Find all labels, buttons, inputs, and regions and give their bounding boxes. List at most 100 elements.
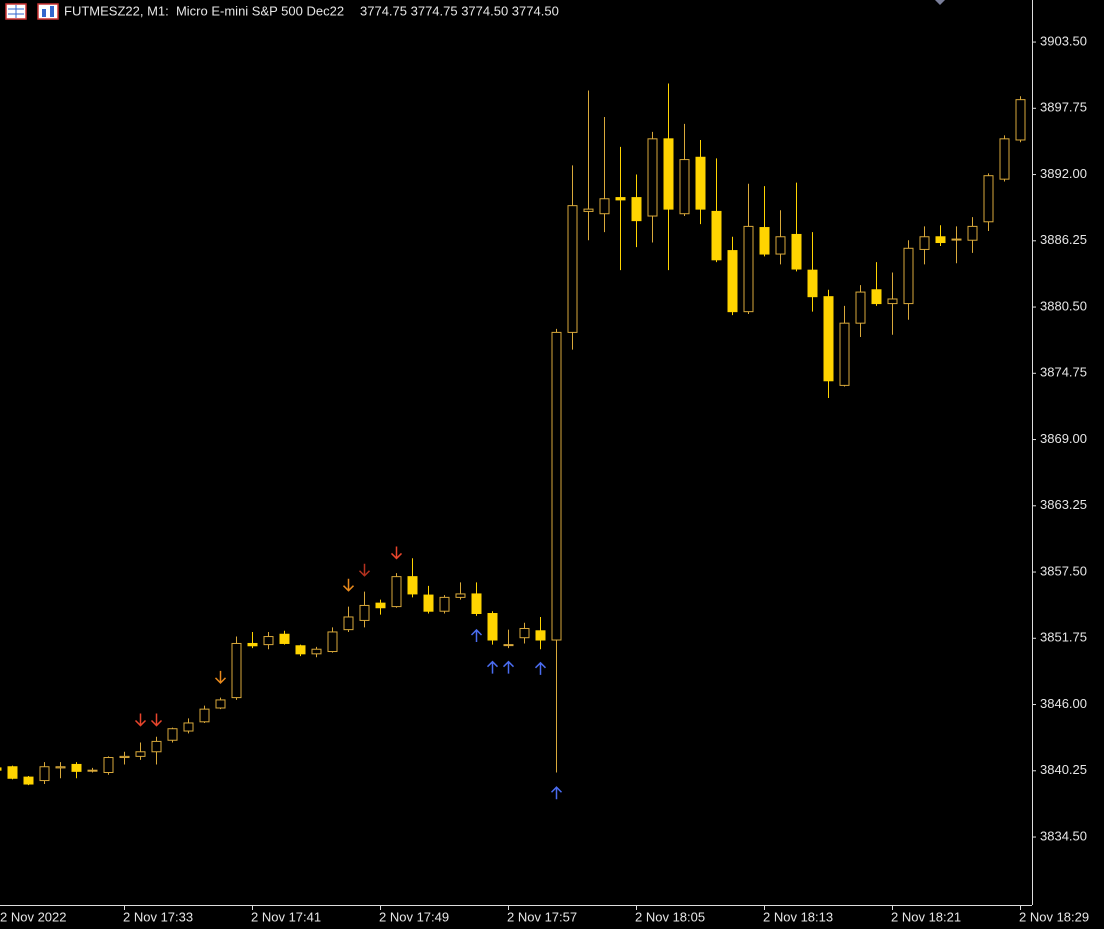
y-tick-label: 3886.25 — [1040, 232, 1087, 247]
candle-body — [615, 197, 626, 201]
candle-body — [519, 627, 530, 639]
candle-body — [983, 175, 994, 223]
candle-body — [823, 296, 834, 382]
signal-arrow — [502, 660, 515, 674]
x-tick-label: 2 Nov 18:13 — [763, 909, 833, 924]
candle-body — [0, 767, 2, 771]
candle-body — [663, 138, 674, 210]
candle-body — [471, 593, 482, 615]
candle-body — [343, 616, 354, 631]
signal-arrow — [134, 713, 147, 727]
candle-body — [599, 198, 610, 215]
candle-body — [583, 208, 594, 212]
candle-body — [391, 576, 402, 608]
candle-body — [311, 648, 322, 655]
y-tick-label: 3863.25 — [1040, 497, 1087, 512]
y-tick-label: 3874.75 — [1040, 365, 1087, 380]
arrow-shape — [214, 670, 227, 684]
y-tick-label: 3840.25 — [1040, 762, 1087, 777]
signal-arrow — [150, 713, 163, 727]
arrow-shape — [358, 563, 371, 577]
candle-body — [695, 156, 706, 210]
candle-body — [743, 225, 754, 313]
arrow-shape — [342, 578, 355, 592]
candle-body — [679, 159, 690, 215]
candle-body — [423, 594, 434, 612]
x-tick-label: 2 Nov 18:05 — [635, 909, 705, 924]
signal-arrow — [486, 660, 499, 674]
icon-bar — [42, 9, 46, 17]
candle-body — [87, 769, 98, 772]
candle-body — [263, 636, 274, 646]
candle-body — [535, 630, 546, 641]
candle-body — [135, 751, 146, 757]
candle-body — [871, 289, 882, 305]
y-tick-label: 3846.00 — [1040, 696, 1087, 711]
candle-body — [55, 766, 66, 769]
candle-body — [7, 766, 18, 779]
icon-chart — [37, 3, 59, 20]
header-icons — [5, 3, 59, 20]
arrow-shape — [390, 546, 403, 560]
x-tick-label: 2 Nov 2022 — [0, 909, 67, 924]
arrow-shape — [550, 786, 563, 800]
candle-body — [167, 728, 178, 741]
arrow-shape — [502, 660, 515, 674]
candle-body — [503, 644, 514, 647]
candle-body — [855, 291, 866, 324]
candle-body — [359, 604, 370, 621]
candle-body — [791, 233, 802, 270]
candle-body — [279, 633, 290, 644]
candle-body — [103, 757, 114, 774]
arrow-shape — [486, 660, 499, 674]
arrow-shape — [534, 661, 547, 675]
chart-title: FUTMESZ22, M1: Micro E-mini S&P 500 Dec2… — [64, 3, 344, 18]
candle-body — [327, 631, 338, 653]
ohlc-header: 3774.75 3774.75 3774.50 3774.50 — [360, 3, 559, 18]
y-tick-label: 3834.50 — [1040, 828, 1087, 843]
candle-body — [567, 205, 578, 333]
signal-arrow — [470, 628, 483, 642]
candle-body — [759, 227, 770, 255]
y-tick-label: 3869.00 — [1040, 431, 1087, 446]
x-tick-label: 2 Nov 18:21 — [891, 909, 961, 924]
candle-body — [711, 210, 722, 261]
candle-body — [919, 236, 930, 250]
y-tick-label: 3880.50 — [1040, 298, 1087, 313]
arrow-shape — [150, 713, 163, 727]
y-tick-label: 3857.50 — [1040, 563, 1087, 578]
candle-body — [1015, 99, 1026, 141]
candle-body — [183, 722, 194, 732]
arrow-shape — [134, 713, 147, 727]
candle-body — [631, 197, 642, 222]
candle-body — [23, 776, 34, 785]
candle-body — [951, 238, 962, 241]
signal-arrow — [342, 578, 355, 592]
candle-body — [999, 138, 1010, 180]
signal-arrow — [390, 546, 403, 560]
signal-arrow — [550, 786, 563, 800]
candle-body — [151, 740, 162, 753]
y-tick-label: 3897.75 — [1040, 100, 1087, 115]
x-tick-label: 2 Nov 17:57 — [507, 909, 577, 924]
candle-body — [487, 613, 498, 641]
x-tick-label: 2 Nov 18:29 — [1019, 909, 1089, 924]
candle-body — [375, 602, 386, 609]
candle-body — [215, 699, 226, 709]
candle-body — [71, 763, 82, 772]
y-tick-label: 3903.50 — [1040, 33, 1087, 48]
candle-body — [39, 766, 50, 782]
y-tick-label: 3892.00 — [1040, 166, 1087, 181]
candle-body — [119, 755, 130, 759]
candle-body — [407, 576, 418, 595]
x-tick-label: 2 Nov 17:49 — [379, 909, 449, 924]
icon-bar — [50, 6, 54, 17]
candle-body — [807, 269, 818, 298]
candle-body — [967, 225, 978, 241]
signal-arrow — [358, 563, 371, 577]
candle-body — [247, 642, 258, 647]
candle-body — [455, 593, 466, 598]
candle-body — [887, 298, 898, 305]
candle-body — [839, 322, 850, 386]
